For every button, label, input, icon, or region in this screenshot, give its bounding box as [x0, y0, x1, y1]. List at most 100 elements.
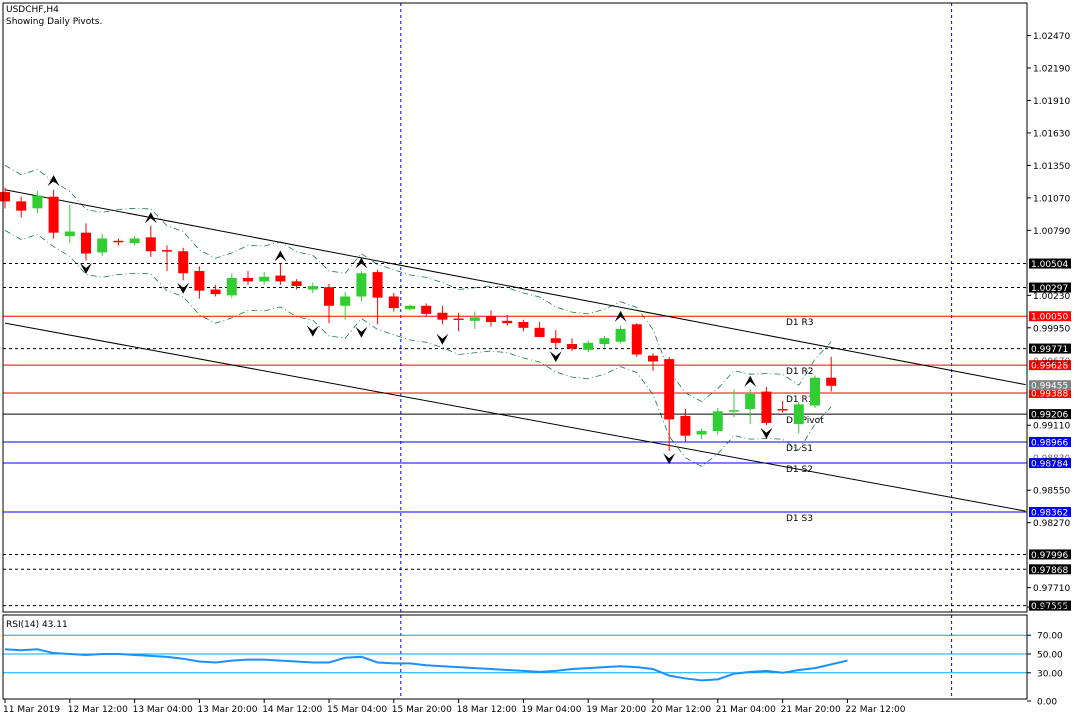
pivot-tag-bg: [1029, 311, 1071, 322]
x-tick-label: 14 Mar 12:00: [262, 705, 322, 715]
pivot-tag-bg: [1029, 436, 1071, 447]
rsi-tick-label: 100.00: [1037, 604, 1069, 614]
dotted-level-tag-bg: [1029, 282, 1071, 293]
pivot-tag-bg: [1029, 360, 1071, 371]
y-tick-label: 0.99950: [1033, 324, 1070, 334]
candle-body: [729, 410, 739, 412]
candle-body: [64, 231, 75, 237]
x-tick-label: 15 Mar 20:00: [392, 705, 452, 715]
candle-body: [226, 277, 237, 296]
rsi-tick-label: 70.00: [1037, 632, 1063, 642]
candle-body: [761, 391, 772, 423]
dotted-level-tag-bg: [1029, 343, 1071, 354]
dotted-level-tag: 1.00504: [1031, 260, 1068, 270]
candle-body: [259, 276, 270, 282]
dotted-level-tag-bg: [1029, 564, 1071, 575]
candle-body: [777, 409, 788, 411]
fractal-up-arrow: [744, 375, 757, 387]
fractal-down-arrow: [355, 326, 368, 338]
rsi-tick-label: 30.00: [1037, 669, 1063, 679]
candle-body: [405, 305, 415, 310]
fractal-up-arrow: [47, 175, 60, 187]
candle-body: [648, 355, 658, 362]
candle-body: [388, 296, 399, 309]
fractal-down-arrow: [663, 453, 676, 465]
rsi-title: RSI(14) 43.11: [6, 620, 68, 630]
pivot-tag: 0.98362: [1031, 509, 1068, 519]
candle-body: [0, 192, 10, 202]
pivot-label: D1 S2: [786, 465, 813, 475]
candle-body: [324, 287, 334, 306]
candle-body: [469, 317, 480, 321]
pivot-tag: 1.00050: [1031, 313, 1068, 323]
y-tick-label: 0.99110: [1033, 422, 1070, 432]
main-panel-frame: [2, 2, 1028, 613]
fractal-down-arrow: [549, 351, 562, 363]
x-tick-label: 21 Mar 20:00: [781, 705, 841, 715]
trend-channel-line: [4, 189, 1026, 386]
current-price-tag-bg: [1029, 380, 1071, 391]
pivot-tag-bg: [1029, 507, 1071, 518]
fractal-down-arrow: [306, 325, 319, 337]
candle-body: [550, 338, 561, 343]
pivot-label: D1 S3: [786, 514, 813, 524]
fractal-up-arrow: [614, 310, 627, 322]
pivot-tag-bg: [1029, 458, 1071, 469]
chart-title: USDCHF,H4: [6, 5, 59, 15]
candle-body: [486, 316, 496, 322]
y-tick-label: 1.01910: [1033, 97, 1070, 107]
x-tick-label: 21 Mar 04:00: [716, 705, 776, 715]
pivot-label: D1 R1: [786, 395, 814, 405]
candle-body: [810, 377, 820, 406]
candle-body: [275, 275, 286, 282]
fractal-up-arrow: [144, 212, 157, 224]
y-tick-label: 1.01630: [1033, 129, 1070, 139]
candle-body: [356, 273, 367, 297]
candle-body: [826, 377, 837, 386]
trend-channel-line: [4, 322, 1026, 512]
candle-body: [129, 238, 140, 244]
rsi-tick-label: 0.00: [1037, 698, 1057, 708]
y-tick-label: 0.98550: [1033, 487, 1070, 497]
candle-body: [178, 251, 189, 274]
candle-body: [615, 328, 626, 342]
fractal-down-arrow: [436, 333, 449, 345]
candle-body: [567, 344, 577, 349]
current-price-tag: 0.99455: [1031, 382, 1068, 392]
candle-body: [48, 196, 59, 233]
candle-body: [631, 324, 642, 355]
pivot-tag: 0.98966: [1031, 438, 1068, 448]
x-tick-label: 12 Mar 12:00: [68, 705, 128, 715]
candle-body: [502, 320, 513, 324]
pivot-tag: 0.99206: [1031, 411, 1068, 421]
dotted-level-tag: 1.00297: [1031, 284, 1068, 294]
candle-body: [421, 305, 432, 314]
candle-body: [243, 277, 253, 282]
candle-body: [145, 237, 156, 252]
x-tick-label: 22 Mar 12:00: [845, 705, 905, 715]
pivot-tag-bg: [1029, 409, 1071, 420]
y-tick-label: 1.01070: [1033, 194, 1070, 204]
upper-envelope-line: [4, 165, 832, 402]
candle-body: [599, 338, 610, 345]
x-tick-label: 15 Mar 04:00: [327, 705, 387, 715]
y-tick-label: 1.00790: [1033, 227, 1070, 237]
candle-body: [712, 411, 723, 432]
candle-body: [372, 272, 383, 298]
x-tick-label: 19 Mar 04:00: [521, 705, 581, 715]
candle-body: [518, 322, 529, 328]
chart-subtitle: Showing Daily Pivots.: [6, 17, 102, 27]
candle-body: [680, 415, 691, 436]
y-tick-label: 0.98830: [1033, 454, 1070, 464]
dotted-level-tag: 0.97555: [1031, 602, 1068, 612]
rsi-line: [4, 648, 848, 682]
candle-body: [291, 281, 302, 287]
candle-body: [307, 286, 318, 290]
x-tick-label: 18 Mar 12:00: [457, 705, 517, 715]
candle-body: [340, 296, 351, 306]
pivot-label: D1 Pivot: [786, 416, 824, 426]
fractal-up-arrow: [355, 257, 368, 269]
candle-body: [453, 318, 464, 321]
candle-body: [583, 342, 594, 350]
